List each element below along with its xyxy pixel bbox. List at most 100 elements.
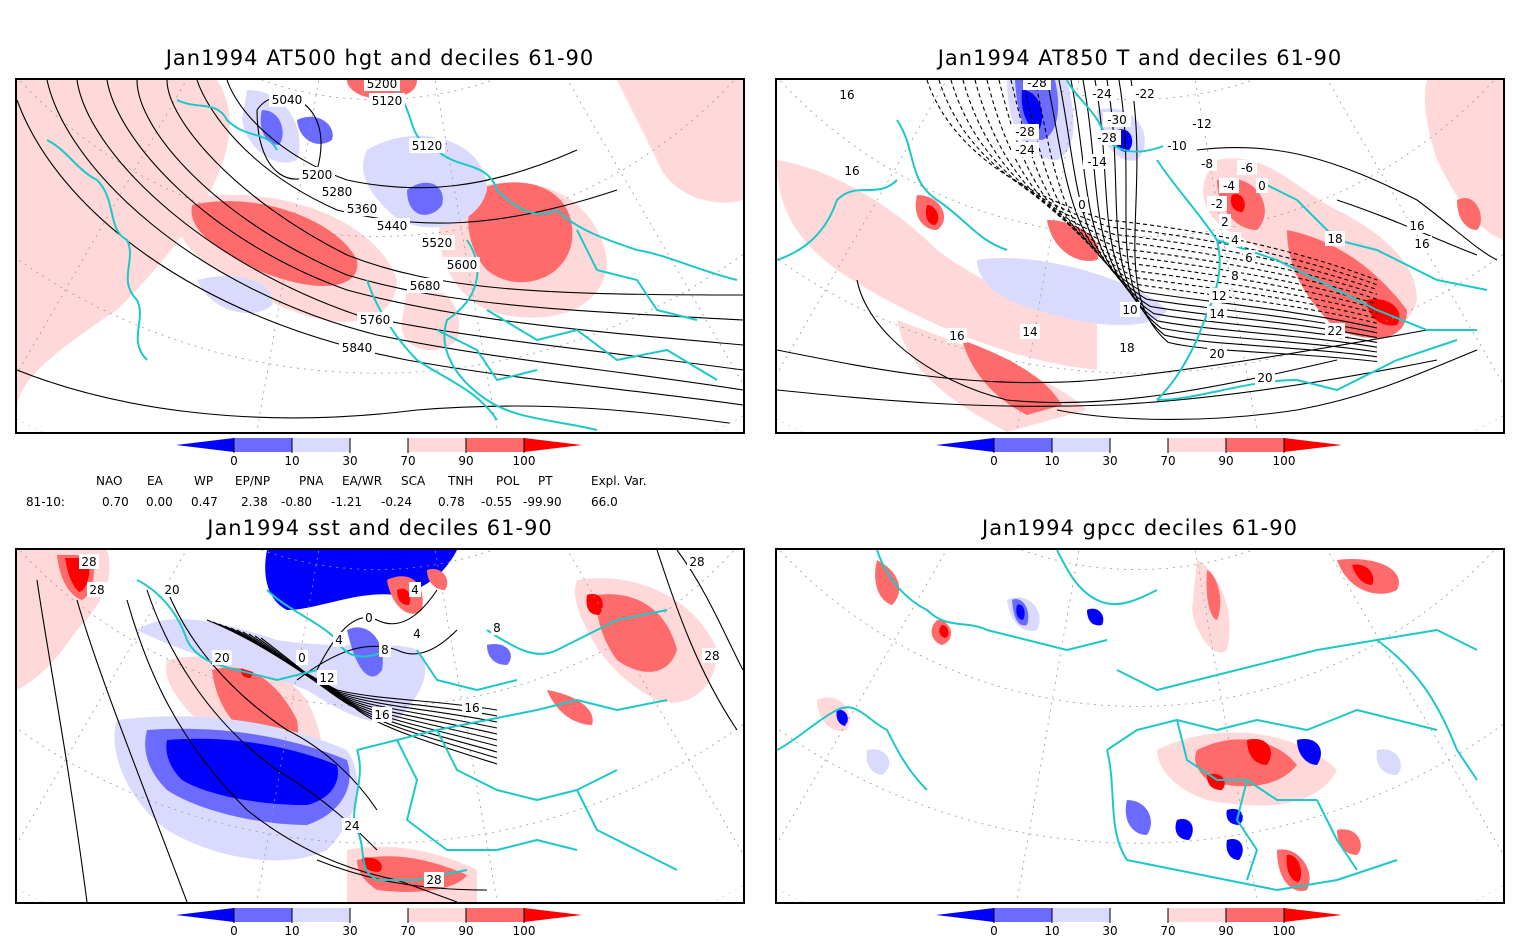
- contour-label-bg: [364, 80, 400, 91]
- coastline: [486, 609, 668, 655]
- colorbar-tick-label: 0: [230, 924, 238, 938]
- decile-area: [1021, 90, 1043, 130]
- contour-label-bg: [444, 257, 480, 272]
- contour-label: 5120: [412, 139, 443, 153]
- colorbar-segment: [234, 908, 292, 922]
- contour-label: 5200: [367, 80, 398, 91]
- decile-area: [363, 135, 487, 228]
- contour-label-bg: [374, 218, 410, 233]
- decile-area: [1195, 739, 1297, 787]
- contour-label-bg: [1412, 236, 1432, 251]
- contour-label: 16: [1409, 219, 1424, 233]
- contour-label-bg: [1083, 154, 1111, 169]
- colorbar-tick-label: 70: [400, 454, 416, 468]
- contour-line: [1082, 80, 1378, 343]
- colorbar-segment: [292, 438, 350, 452]
- coastline: [46, 139, 98, 181]
- contour-line: [926, 80, 1378, 281]
- contour-label: 5280: [322, 185, 353, 199]
- index-value: 0.78: [438, 495, 465, 509]
- colorbar-tick-label: 100: [1272, 924, 1296, 938]
- contour-label: 12: [319, 671, 334, 685]
- contour-line: [1106, 80, 1378, 353]
- contour-label: 10: [1122, 303, 1137, 317]
- contour-label: -10: [1167, 139, 1187, 153]
- colorbar-segment: [1168, 908, 1226, 922]
- contour-label-bg: [372, 707, 392, 722]
- colorbar-segment: [1052, 908, 1110, 922]
- index-header: Expl. Var.: [591, 474, 647, 488]
- contour-label-bg: [79, 554, 99, 569]
- index-header: EA: [147, 474, 163, 488]
- colorbar-tick-label: 90: [458, 454, 474, 468]
- decile-area: [197, 276, 273, 313]
- colorbar-segment: [994, 438, 1052, 452]
- colorbar-tick-label: 70: [1160, 454, 1176, 468]
- contour-label-bg: [837, 87, 857, 102]
- coastline: [1316, 799, 1358, 871]
- contour-label: -14: [1087, 155, 1107, 169]
- contour-line: [36, 579, 88, 902]
- contour-line: [196, 80, 618, 224]
- contour-label: -28: [1027, 80, 1047, 90]
- index-header: PNA: [299, 474, 324, 488]
- contour-line: [166, 80, 743, 296]
- contour-line: [986, 80, 1378, 305]
- contour-label-bg: [344, 201, 380, 216]
- contour-label: 2: [1221, 215, 1229, 229]
- contour-label-bg: [212, 650, 232, 665]
- contour-label-bg: [162, 582, 182, 597]
- colorbar-segment: [292, 908, 350, 922]
- coastline: [356, 699, 668, 751]
- contour-label: -2: [1211, 197, 1223, 211]
- colorbar-segment: [1168, 438, 1226, 452]
- colorbar-arrow-high: [524, 908, 582, 922]
- contour-label: 0: [1078, 198, 1086, 212]
- colorbar-swatches: [936, 438, 1342, 453]
- contour-label: 8: [493, 621, 501, 635]
- contour-line: [656, 550, 738, 731]
- colorbar-arrow-high: [524, 438, 582, 452]
- colorbar-tick-label: 70: [1160, 924, 1176, 938]
- index-value: 0.00: [146, 495, 173, 509]
- index-header: PT: [538, 474, 553, 488]
- contour-label-bg: [1219, 214, 1231, 229]
- contour-label: -28: [1015, 125, 1035, 139]
- decile-area: [191, 201, 358, 287]
- map-gpcc: [775, 548, 1505, 904]
- coastline: [1236, 779, 1258, 881]
- colorbar-tick-label: 90: [1218, 924, 1234, 938]
- index-header: SCA: [401, 474, 426, 488]
- decile-area: [468, 182, 573, 283]
- contour-label: -24: [1015, 143, 1035, 157]
- contour-label: 28: [426, 873, 441, 887]
- coastline: [96, 179, 148, 361]
- decile-area: [1226, 839, 1243, 860]
- contour-label-bg: [407, 278, 443, 293]
- contour-line: [1058, 80, 1378, 334]
- colorbar-tick-label: 70: [400, 924, 416, 938]
- decile-area: [866, 749, 890, 775]
- decile-area: [925, 205, 939, 225]
- contour-line: [777, 359, 1438, 407]
- colorbar-arrow-high: [1284, 438, 1342, 452]
- contour-line: [676, 550, 743, 671]
- index-header: WP: [194, 474, 214, 488]
- colorbar-segment: [408, 908, 466, 922]
- contour-label: 0: [1258, 179, 1266, 193]
- contour-line: [777, 329, 1428, 384]
- coastline: [366, 279, 498, 421]
- contour-line: [316, 859, 488, 891]
- map-z500-canvas: 5040 5200 5120 5120 5200 5280 5360 5440 5520 5600…: [17, 80, 743, 432]
- contour-line: [46, 80, 743, 391]
- latitude-gridline: [17, 550, 743, 707]
- contour-label-bg: [1207, 346, 1227, 361]
- index-value: -0.24: [381, 495, 413, 509]
- contour-label: 5680: [410, 279, 441, 293]
- colorbar-tick-label: 100: [512, 924, 536, 938]
- contour-label: 12: [1211, 289, 1226, 303]
- contour-label-bg: [333, 632, 345, 647]
- map-layer: [777, 80, 1503, 432]
- contour-label-bg: [357, 312, 393, 327]
- colorbar-t850: 0 10 30 70 90 100: [934, 437, 1354, 471]
